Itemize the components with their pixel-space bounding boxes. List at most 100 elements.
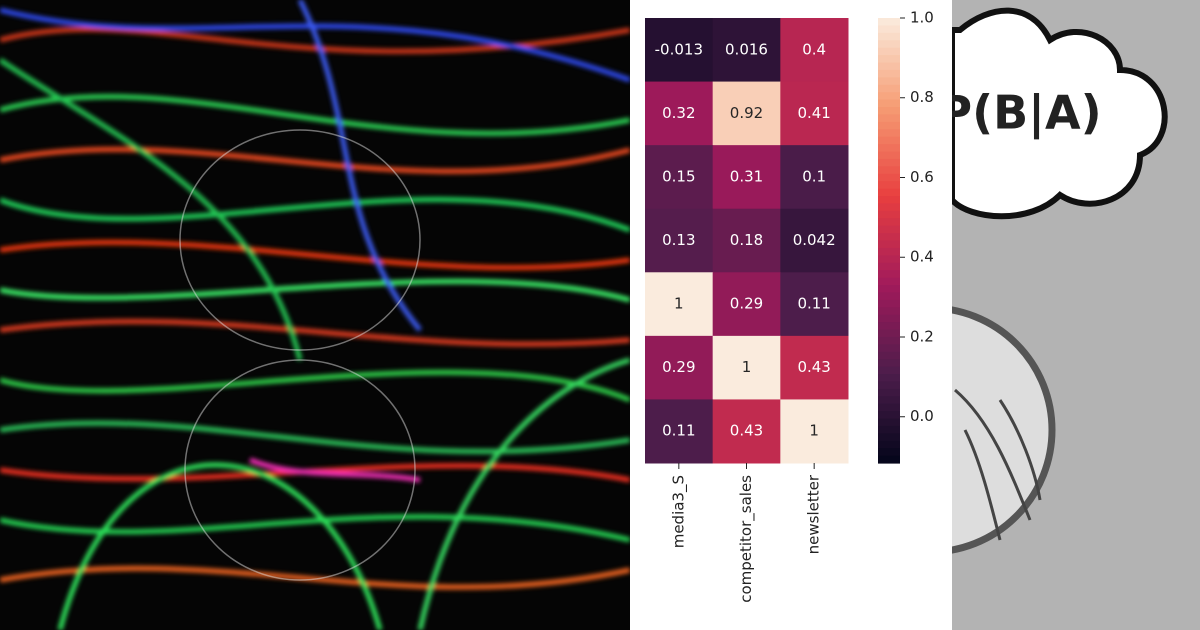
colorbar-segment	[878, 47, 900, 56]
heatmap-cell	[780, 399, 849, 464]
colorbar-segment	[878, 374, 900, 383]
colorbar-segment	[878, 218, 900, 227]
colorbar-segment	[878, 255, 900, 264]
colorbar-segment	[878, 32, 900, 41]
colorbar-segment	[878, 411, 900, 420]
heatmap-cell	[712, 145, 781, 210]
colorbar-segment	[878, 366, 900, 375]
colorbar-segment	[878, 225, 900, 234]
colorbar-segment	[878, 136, 900, 145]
colorbar-segment	[878, 166, 900, 175]
colorbar-segment	[878, 18, 900, 27]
x-tick-label: media3_S	[669, 475, 688, 548]
cell-label: 0.18	[730, 231, 763, 249]
colorbar-segment	[878, 292, 900, 301]
colorbar-segment	[878, 322, 900, 331]
heatmap-cell	[645, 272, 714, 337]
heatmap-cell	[712, 18, 781, 83]
cell-label: 0.11	[662, 422, 695, 440]
colorbar-segment	[878, 181, 900, 190]
colorbar-segment	[878, 329, 900, 338]
cell-label: 0.43	[730, 422, 763, 440]
colorbar-tick-label: 0.8	[910, 88, 934, 106]
colorbar-segment	[878, 233, 900, 242]
heatmap-cell	[780, 81, 849, 146]
colorbar-segment	[878, 240, 900, 249]
colorbar-segment	[878, 107, 900, 116]
heatmap-cell	[645, 335, 714, 400]
colorbar-segment	[878, 173, 900, 182]
cell-label: 1	[742, 358, 752, 376]
colorbar-segment	[878, 144, 900, 153]
heatmap-cell	[780, 145, 849, 210]
heatmap-cell	[645, 208, 714, 273]
heatmap: -0.013 0.016 0.40.32 0.92 0.410.15 0.31 0.10.1…	[630, 0, 952, 630]
cell-label: 0.31	[730, 167, 763, 185]
heatmap-cell	[712, 335, 781, 400]
colorbar-segment	[878, 388, 900, 397]
cloud-panel: P(B|A)	[938, 0, 1200, 630]
cell-label: 0.92	[730, 104, 763, 122]
colorbar-segment	[878, 351, 900, 360]
cell-label: 0.4	[802, 40, 826, 58]
heatmap-cell	[780, 18, 849, 83]
heatmap-cell	[712, 81, 781, 146]
heatmap-cell	[645, 399, 714, 464]
colorbar-segment	[878, 418, 900, 427]
probability-label: P(B|A)	[938, 86, 1101, 141]
colorbar-segment	[878, 425, 900, 434]
colorbar-segment	[878, 92, 900, 101]
colorbar-segment	[878, 433, 900, 442]
colorbar-segment	[878, 203, 900, 212]
colorbar-segment	[878, 381, 900, 390]
colorbar-segment	[878, 158, 900, 167]
colorbar-tick-label: 0.6	[910, 168, 934, 186]
colorbar-segment	[878, 455, 900, 464]
cell-label: 1	[674, 295, 684, 313]
colorbar-tick-label: 0.4	[910, 248, 934, 266]
colorbar-segment	[878, 99, 900, 108]
cell-label: 0.016	[725, 40, 768, 58]
colorbar-segment	[878, 151, 900, 160]
cell-label: 0.042	[793, 231, 836, 249]
cell-label: -0.013	[655, 40, 703, 58]
colorbar-segment	[878, 77, 900, 86]
cell-label: 0.32	[662, 104, 695, 122]
colorbar-tick-label: 1.0	[910, 9, 934, 27]
colorbar-segment	[878, 62, 900, 71]
heatmap-cell	[712, 208, 781, 273]
colorbar-tick-label: 0.2	[910, 327, 934, 345]
heatmap-cell	[780, 208, 849, 273]
heatmap-cell	[645, 81, 714, 146]
heatmap-cell	[645, 145, 714, 210]
colorbar-segment	[878, 307, 900, 316]
x-tick-label: competitor_sales	[737, 475, 756, 603]
colorbar-segment	[878, 40, 900, 49]
colorbar-segment	[878, 25, 900, 34]
colorbar-segment	[878, 314, 900, 323]
cell-label: 0.41	[797, 104, 830, 122]
colorbar-segment	[878, 285, 900, 294]
cell-label: 0.13	[662, 231, 695, 249]
cell-label: 0.29	[730, 295, 763, 313]
colorbar-segment	[878, 336, 900, 345]
heatmap-cell	[712, 399, 781, 464]
colorbar-segment	[878, 262, 900, 271]
colorbar-segment	[878, 396, 900, 405]
colorbar-segment	[878, 359, 900, 368]
cell-label: 1	[809, 422, 819, 440]
colorbar-segment	[878, 210, 900, 219]
colorbar-segment	[878, 196, 900, 205]
colorbar-segment	[878, 440, 900, 449]
heatmap-cell	[780, 335, 849, 400]
light-painting-photo	[0, 0, 630, 630]
colorbar-segment	[878, 270, 900, 279]
colorbar-segment	[878, 403, 900, 412]
colorbar-segment	[878, 84, 900, 93]
x-tick-label: newsletter	[805, 474, 823, 554]
colorbar-segment	[878, 121, 900, 130]
cell-label: 0.29	[662, 358, 695, 376]
colorbar-segment	[878, 114, 900, 123]
colorbar-segment	[878, 344, 900, 353]
